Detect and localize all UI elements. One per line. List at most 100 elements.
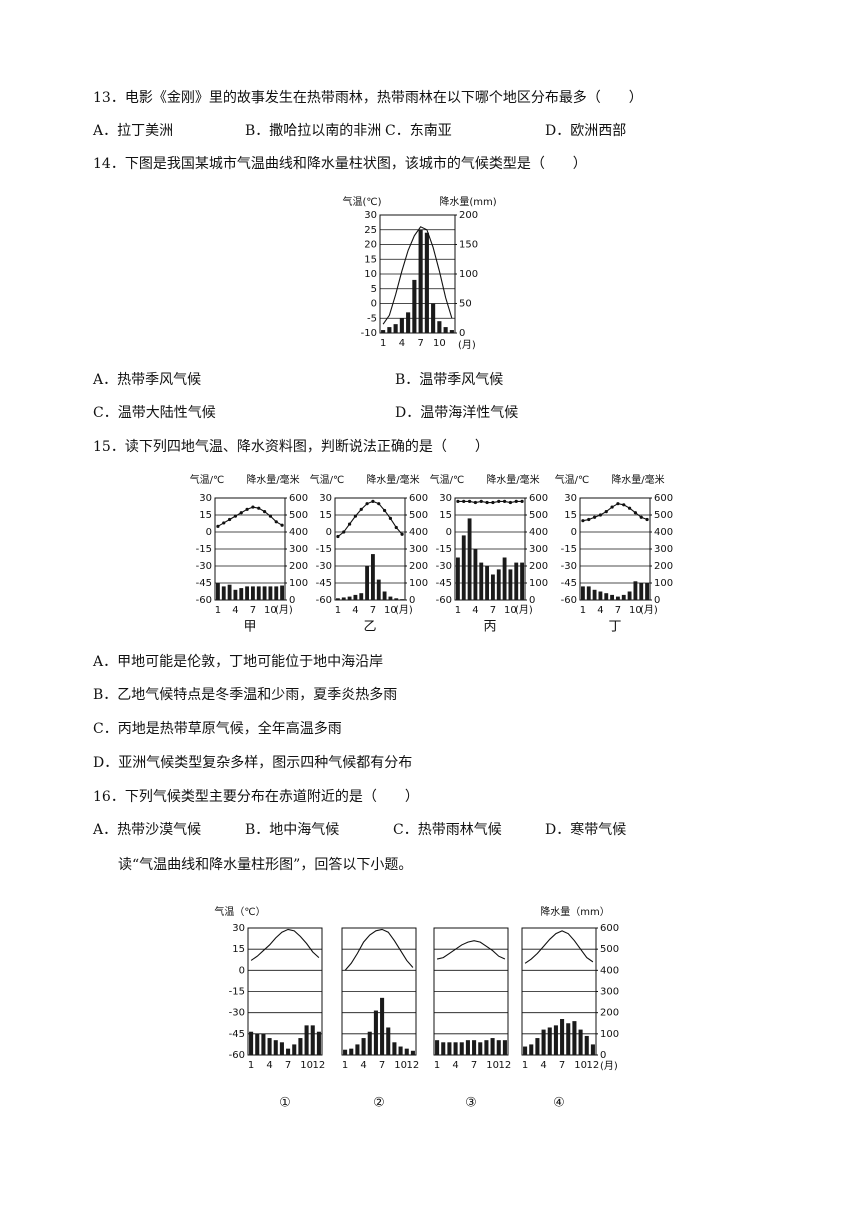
y2-tick-label: 600 [529, 493, 548, 504]
y2-tick-label: 500 [529, 510, 548, 521]
temperature-point [456, 499, 460, 503]
y2-tick-label: 0 [529, 595, 535, 606]
y-tick-label: 15 [232, 944, 245, 955]
precipitation-bar [399, 318, 404, 333]
temperature-point [587, 517, 591, 522]
y-axis-label: 气温（℃） [214, 905, 265, 918]
y2-tick-label: 600 [654, 493, 673, 504]
x-tick-label: 7 [285, 1060, 291, 1071]
temperature-point [222, 521, 226, 525]
precipitation-bar [267, 1038, 272, 1055]
y-tick-label: -45 [561, 578, 577, 589]
option: B．温带季风气候 [395, 372, 504, 388]
y2-tick-label: 400 [529, 527, 548, 538]
precipitation-bar [273, 1040, 278, 1055]
precipitation-bar [572, 1021, 577, 1055]
temperature-point [598, 513, 603, 517]
option: C．温带大陆性气候 [93, 405, 216, 421]
precipitation-bar [490, 574, 495, 600]
temperature-point [473, 500, 478, 505]
y-tick-label: 15 [364, 254, 377, 265]
y-tick-label: -30 [561, 561, 577, 572]
y-axis-label: 气温/℃ [430, 473, 465, 486]
temperature-point [280, 523, 284, 527]
x-unit: (月) [458, 339, 476, 351]
y-tick-label: 10 [364, 269, 377, 280]
precipitation-bar [279, 1042, 284, 1055]
precipitation-bar [370, 554, 375, 600]
precipitation-bar [298, 1038, 303, 1055]
y2-tick-label: 300 [289, 544, 308, 555]
temperature-point [365, 502, 369, 506]
precipitation-bar [381, 330, 386, 333]
temperature-point [639, 515, 643, 519]
x-unit: (月) [600, 1060, 618, 1072]
precipitation-bar [547, 1027, 552, 1055]
temperature-point [622, 503, 626, 507]
option: D．欧洲西部 [545, 123, 627, 139]
precipitation-bar [359, 593, 364, 600]
x-tick-label: 1 [380, 338, 386, 349]
option: C．东南亚 [385, 123, 452, 139]
y-tick-label: -15 [196, 544, 212, 555]
question-stem: 15．读下列四地气温、降水资料图，判断说法正确的是（ ） [93, 439, 489, 455]
precipitation-bar [449, 330, 454, 333]
precipitation-bar [373, 1010, 378, 1055]
option: A．热带沙漠气候 [93, 822, 202, 838]
temperature-point [502, 499, 507, 503]
temperature-line [436, 940, 506, 960]
precipitation-bar [435, 1040, 440, 1055]
y2-tick-label: 400 [289, 527, 308, 538]
temperature-line [457, 500, 523, 504]
y-tick-label: -60 [436, 595, 452, 606]
x-tick-label: 10 [394, 1060, 407, 1071]
y2-tick-label: 300 [654, 544, 673, 555]
y2-axis-label: 降水量（mm） [540, 905, 609, 918]
panel-label: ④ [553, 1096, 565, 1111]
precipitation-bar [443, 327, 448, 333]
precipitation-bar [467, 518, 472, 600]
y2-tick-label: 200 [600, 1008, 619, 1019]
precipitation-bar [255, 1033, 260, 1055]
temperature-point [216, 524, 220, 528]
y2-tick-label: 400 [654, 527, 673, 538]
x-tick-label: 4 [360, 1060, 366, 1071]
y-tick-label: -15 [229, 987, 245, 998]
precipitation-bar [472, 1040, 477, 1055]
option: B．撒哈拉以南的非洲 [245, 123, 382, 139]
precipitation-bar [459, 1042, 464, 1055]
precipitation-bar [256, 586, 261, 600]
panel-label: 乙 [363, 620, 376, 635]
y-tick-label: 0 [206, 527, 212, 538]
y2-tick-label: 600 [289, 493, 308, 504]
x-unit: (月) [515, 604, 533, 616]
panel-label: 丙 [483, 620, 496, 635]
x-tick-label: 1 [215, 605, 221, 616]
temperature-point [347, 522, 352, 526]
precipitation-bar [335, 598, 340, 600]
y2-tick-label: 600 [600, 923, 619, 934]
precipitation-bar [514, 562, 519, 600]
precipitation-bar [553, 1025, 558, 1055]
temperature-point [371, 499, 375, 503]
x-tick-label: 10 [574, 1060, 587, 1071]
temperature-point [592, 515, 597, 519]
x-tick-label: 12 [499, 1060, 512, 1071]
x-tick-label: 12 [407, 1060, 420, 1071]
x-tick-label: 12 [313, 1060, 326, 1071]
precipitation-bar [560, 1019, 565, 1055]
precipitation-bar [410, 1050, 415, 1055]
y2-axis-label: 降水量/毫米 [486, 473, 539, 486]
precipitation-bar [382, 591, 387, 600]
y-tick-label: 30 [439, 493, 452, 504]
precipitation-bar [376, 579, 381, 600]
precipitation-bar [455, 557, 460, 600]
y-tick-label: -10 [361, 328, 377, 339]
y2-tick-label: 500 [409, 510, 428, 521]
precipitation-bar [484, 1040, 489, 1055]
precipitation-bar [633, 581, 638, 600]
y2-tick-label: 0 [459, 328, 465, 339]
temperature-line [344, 928, 414, 971]
option: D．温带海洋性气候 [395, 405, 519, 421]
